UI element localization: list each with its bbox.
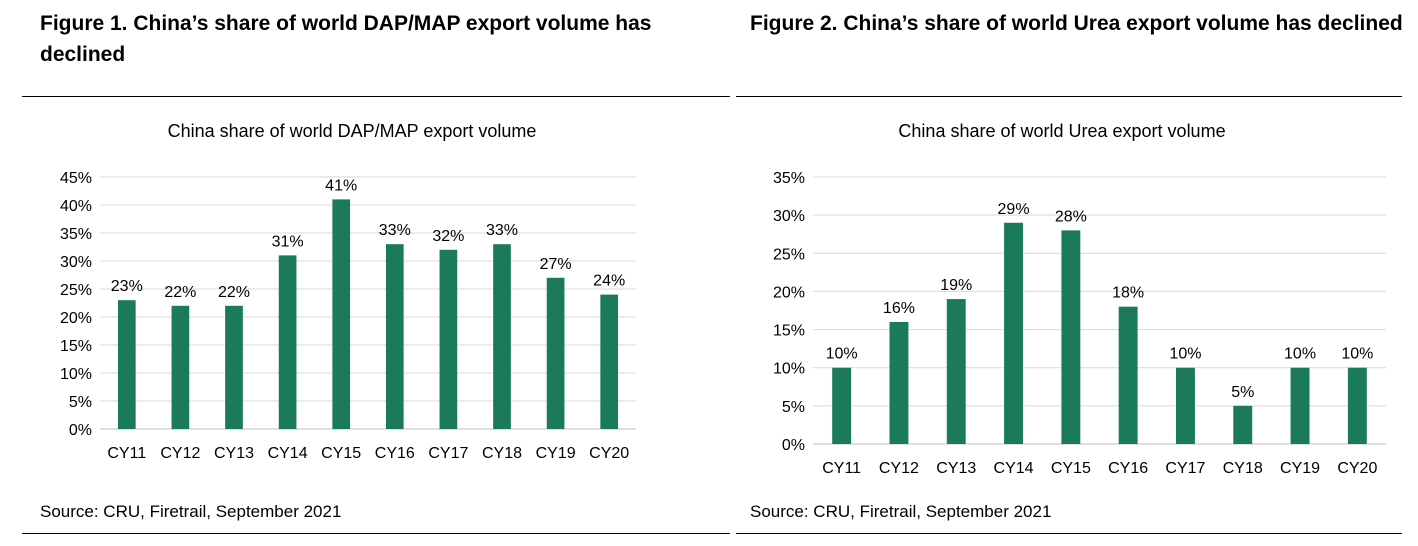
chart2-data-label: 10% bbox=[1341, 346, 1373, 363]
chart1-category-label: CY18 bbox=[482, 445, 522, 462]
figure-1-panel: Figure 1. China’s share of world DAP/MAP… bbox=[22, 12, 730, 534]
chart1-category-label: CY16 bbox=[375, 445, 415, 462]
chart2-category-label: CY18 bbox=[1223, 460, 1263, 477]
chart1-data-label: 27% bbox=[540, 256, 572, 273]
chart2-y-tick-label: 5% bbox=[782, 399, 805, 416]
chart1-data-label: 22% bbox=[218, 284, 250, 301]
chart2-bar bbox=[832, 367, 852, 444]
chart2-y-tick-label: 25% bbox=[773, 246, 805, 263]
chart2-bar bbox=[1061, 230, 1081, 444]
chart1-category-label: CY13 bbox=[214, 445, 254, 462]
chart1-category-label: CY14 bbox=[268, 445, 308, 462]
chart1-data-label: 22% bbox=[164, 284, 196, 301]
chart1-bar bbox=[600, 294, 619, 429]
chart2-bar bbox=[1118, 306, 1138, 444]
figure-2-panel: Figure 2. China’s share of world Urea ex… bbox=[730, 0, 1418, 546]
figure-1-top-rule bbox=[22, 96, 730, 97]
chart2-y-tick-label: 20% bbox=[773, 284, 805, 301]
figure-1-bottom-rule bbox=[22, 533, 730, 534]
chart1-bar bbox=[385, 244, 404, 429]
chart2-bar bbox=[1290, 367, 1310, 444]
chart2-data-label: 10% bbox=[1284, 346, 1316, 363]
chart2-category-label: CY13 bbox=[936, 460, 976, 477]
chart1-y-tick-label: 5% bbox=[69, 394, 92, 411]
figure-2-title: Figure 2. China’s share of world Urea ex… bbox=[750, 12, 1403, 35]
chart1-y-tick-label: 45% bbox=[60, 170, 92, 187]
chart1-y-tick-label: 20% bbox=[60, 310, 92, 327]
chart1-data-label: 33% bbox=[379, 222, 411, 239]
chart1-bar bbox=[332, 199, 351, 429]
chart2-category-label: CY12 bbox=[879, 460, 919, 477]
chart1-bar bbox=[493, 244, 511, 429]
chart2-title: China share of world Urea export volume bbox=[898, 121, 1225, 141]
chart1-category-label: CY11 bbox=[107, 445, 146, 462]
figure-1-title: Figure 1. China’s share of world DAP/MAP… bbox=[40, 12, 652, 66]
chart1-category-label: CY17 bbox=[428, 445, 468, 462]
chart2-data-label: 19% bbox=[940, 277, 972, 294]
chart1-bar bbox=[117, 300, 136, 429]
chart1-bar bbox=[278, 255, 297, 429]
chart1-data-label: 33% bbox=[486, 222, 518, 239]
chart2-category-label: CY15 bbox=[1051, 460, 1091, 477]
chart2-category-label: CY17 bbox=[1165, 460, 1205, 477]
chart2-data-label: 16% bbox=[883, 300, 915, 317]
chart2-y-tick-label: 35% bbox=[773, 170, 805, 187]
chart2-bar bbox=[1004, 222, 1024, 444]
figure-1-chart: China share of world DAP/MAP export volu… bbox=[60, 121, 636, 462]
chart1-bar bbox=[171, 305, 190, 429]
chart2-bar bbox=[946, 299, 966, 444]
figure-1-source: Source: CRU, Firetrail, September 2021 bbox=[40, 502, 342, 521]
chart2-data-label: 10% bbox=[826, 346, 858, 363]
chart2-category-label: CY20 bbox=[1337, 460, 1377, 477]
chart2-category-label: CY14 bbox=[994, 460, 1034, 477]
chart1-y-tick-label: 30% bbox=[60, 254, 92, 271]
chart1-y-tick-label: 25% bbox=[60, 282, 92, 299]
chart1-bar bbox=[225, 305, 243, 429]
chart2-data-label: 10% bbox=[1169, 346, 1201, 363]
chart1-y-tick-label: 40% bbox=[60, 198, 92, 215]
chart1-data-label: 24% bbox=[593, 273, 625, 290]
chart2-data-label: 5% bbox=[1231, 384, 1254, 401]
chart2-bar bbox=[1175, 367, 1195, 444]
figure-2-bottom-rule bbox=[736, 533, 1402, 534]
chart2-y-tick-label: 15% bbox=[773, 323, 805, 340]
chart2-category-label: CY19 bbox=[1280, 460, 1320, 477]
chart2-data-label: 29% bbox=[998, 201, 1030, 218]
chart1-bar bbox=[546, 277, 565, 429]
figure-2-top-rule bbox=[736, 96, 1402, 97]
chart1-data-label: 32% bbox=[432, 228, 464, 245]
chart1-title: China share of world DAP/MAP export volu… bbox=[168, 121, 537, 141]
chart2-bar bbox=[889, 321, 909, 444]
chart2-category-label: CY11 bbox=[822, 460, 861, 477]
chart2-data-label: 18% bbox=[1112, 285, 1144, 302]
chart1-bar bbox=[439, 249, 458, 429]
chart1-category-label: CY19 bbox=[536, 445, 576, 462]
chart2-bar bbox=[1347, 367, 1367, 444]
chart1-y-tick-label: 0% bbox=[69, 422, 92, 439]
chart1-data-label: 31% bbox=[272, 233, 304, 250]
chart2-data-label: 28% bbox=[1055, 208, 1087, 225]
figure-2-source: Source: CRU, Firetrail, September 2021 bbox=[750, 502, 1052, 521]
chart2-y-tick-label: 0% bbox=[782, 437, 805, 454]
chart1-y-tick-label: 35% bbox=[60, 226, 92, 243]
chart2-category-label: CY16 bbox=[1108, 460, 1148, 477]
chart1-data-label: 41% bbox=[325, 177, 357, 194]
chart2-y-tick-label: 10% bbox=[773, 361, 805, 378]
chart1-data-label: 23% bbox=[111, 278, 143, 295]
chart1-category-label: CY15 bbox=[321, 445, 361, 462]
chart2-bar bbox=[1233, 405, 1253, 444]
chart1-category-label: CY20 bbox=[589, 445, 629, 462]
chart1-category-label: CY12 bbox=[160, 445, 200, 462]
chart1-y-tick-label: 15% bbox=[60, 338, 92, 355]
chart1-y-tick-label: 10% bbox=[60, 366, 92, 383]
chart2-y-tick-label: 30% bbox=[773, 208, 805, 225]
figure-2-chart: China share of world Urea export volume 0… bbox=[773, 121, 1386, 477]
